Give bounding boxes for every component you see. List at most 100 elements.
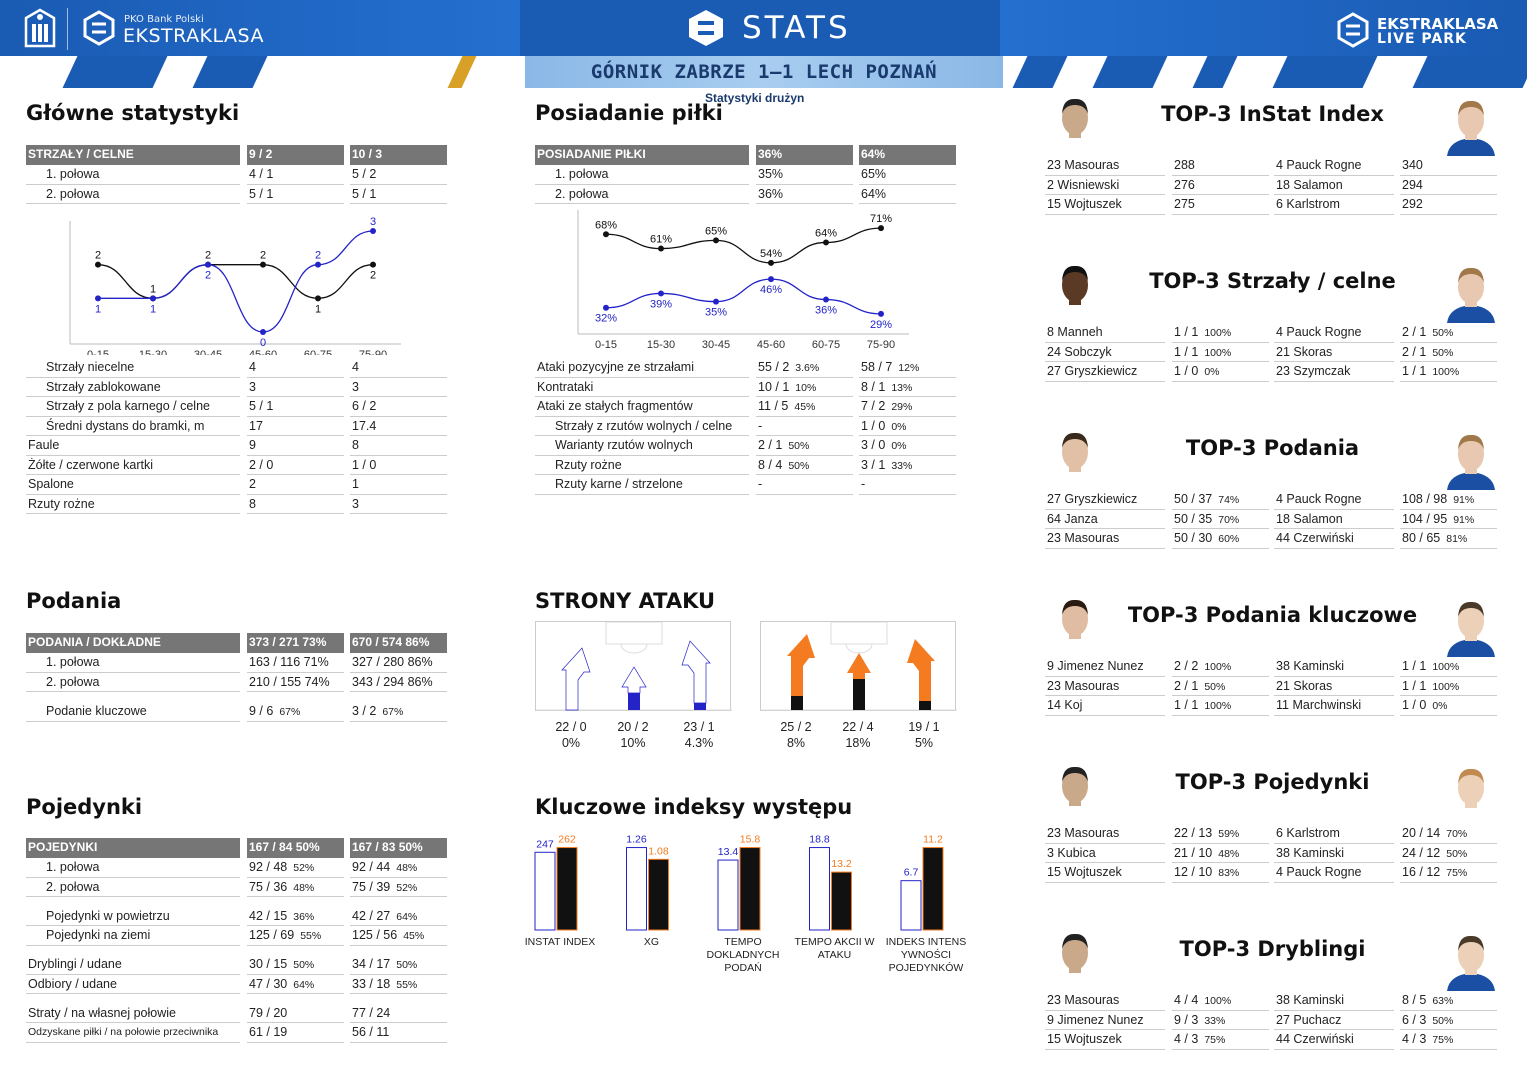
attack-side-label: 22 / 4 18% (828, 719, 888, 751)
percent: 50% (788, 459, 810, 472)
table-cell: 1 (350, 475, 447, 495)
away-data-label: 1 (150, 283, 156, 295)
table-cell: 4 / 1 (247, 165, 344, 185)
player-stat: 20 / 14 70% (1400, 824, 1497, 844)
table-cell: 61 / 19 (247, 1023, 344, 1043)
player-name: 23 Masouras (1045, 824, 1165, 844)
percent: 0% (891, 420, 907, 433)
table-row: Rzuty rożne 8 3 (26, 495, 447, 514)
value: 125 / 69 (249, 928, 295, 942)
player-stat: 4 / 3 75% (1172, 1030, 1269, 1050)
away-player-photo (1443, 927, 1499, 991)
stat-value: 292 (1402, 197, 1423, 212)
table-cell: 327 / 280 86% (350, 653, 447, 673)
stat-percent: 75% (1446, 867, 1468, 880)
table-header-cell: POJEDYNKI (26, 838, 240, 858)
player-name: 11 Marchwinski (1274, 696, 1394, 716)
player-name: 6 Karlstrom (1274, 824, 1394, 844)
player-stat: 1 / 0 0% (1400, 696, 1497, 716)
player-stat: 1 / 1 100% (1172, 696, 1269, 716)
player-stat: 16 / 12 75% (1400, 863, 1497, 883)
table-cell: 9 / 6 67% (247, 702, 344, 722)
duels-title: Pojedynki (26, 795, 143, 819)
stat-value: 12 / 10 (1174, 865, 1213, 880)
table-row: 1. połowa 92 / 48 52% 92 / 44 48% (26, 858, 447, 878)
percent: 50% (788, 440, 810, 452)
value: 33 / 18 (352, 976, 391, 991)
home-series-line (605, 278, 882, 315)
index-bar-home (717, 859, 739, 931)
stat-value: 4 / 3 (1402, 1032, 1427, 1047)
main-stats-title: Główne statystyki (26, 101, 240, 125)
player-name: 4 Pauck Rogne (1274, 863, 1394, 883)
value: 47 / 30 (249, 976, 288, 991)
player-name: 38 Kaminski (1274, 991, 1394, 1011)
value: 56 / 11 (352, 1025, 390, 1039)
player-name: 21 Skoras (1274, 677, 1394, 697)
away-data-label: 71% (870, 213, 892, 225)
table-cell: 64% (859, 185, 956, 204)
value: 8 / 1 (861, 379, 886, 394)
player-stat: 22 / 13 59% (1172, 824, 1269, 844)
table-cell: 5 / 1 (247, 397, 344, 417)
table-cell: Odzyskane piłki / na połowie przeciwnika (26, 1023, 240, 1043)
home-data-label: 0 (260, 337, 266, 349)
player-name: 8 Manneh (1045, 323, 1165, 343)
stat-value: 80 / 65 (1402, 531, 1441, 546)
table-cell: 3 / 1 33% (859, 456, 956, 475)
home-player-photo (1047, 257, 1103, 321)
player-stat: 50 / 30 60% (1172, 529, 1269, 549)
table-cell: Pojedynki w powietrzu (26, 907, 240, 926)
stat-percent: 91% (1453, 513, 1475, 526)
attack-bar (791, 696, 803, 710)
index-bar-away (739, 847, 761, 931)
table-cell: Warianty rzutów wolnych (535, 436, 749, 456)
player-stat: 6 / 3 50% (1400, 1011, 1497, 1031)
table-cell: 1. połowa (26, 165, 240, 185)
attack-side-value: 22 / 4 (842, 720, 874, 734)
top3-title: TOP-3 Strzały / celne (1149, 269, 1396, 293)
stat-percent: 50% (1432, 1014, 1454, 1027)
table-header: PODANIA / DOKŁADNE 373 / 271 73% 670 / 574… (26, 633, 447, 653)
index-value-away: 262 (558, 834, 576, 846)
value: 92 / 48 (249, 860, 288, 874)
away-point (603, 231, 609, 238)
stat-value: 275 (1174, 197, 1195, 212)
index-bar-home (534, 851, 556, 931)
x-tick-label: 30-45 (702, 339, 730, 351)
table-cell: 42 / 15 36% (247, 907, 344, 926)
table-cell: 8 / 1 13% (859, 378, 956, 397)
value: 1 / 0 (861, 418, 886, 433)
table-cell: 65% (859, 165, 956, 185)
stat-percent: 0% (1432, 700, 1448, 713)
away-data-label: 2 (95, 250, 101, 262)
table-cell: 2 / 1 50% (756, 436, 853, 456)
attack-side-value: 23 / 1 (683, 720, 715, 734)
value: 3 / 1 (861, 457, 886, 472)
away-point (713, 237, 719, 244)
attack-side-label: 23 / 1 4.3% (669, 719, 729, 751)
value: 30 / 15 (249, 957, 288, 971)
stat-value: 1 / 1 (1174, 698, 1199, 713)
home-point (205, 261, 211, 268)
stat-value: 20 / 14 (1402, 826, 1441, 840)
percent: 64% (293, 978, 315, 991)
table-cell: 2. połowa (26, 673, 240, 692)
table-cell: 210 / 155 74% (247, 673, 344, 692)
stat-percent: 75% (1204, 1034, 1226, 1047)
top-header: PKO Bank Polski EKSTRAKLASA STATS EKSTRA… (0, 0, 1527, 56)
table-row: 2. połowa 36% 64% (535, 185, 956, 204)
table-cell: Odbiory / udane (26, 975, 240, 994)
table-cell: 3 (350, 378, 447, 397)
player-name: 27 Gryszkiewicz (1045, 490, 1165, 510)
value: 92 / 44 (352, 860, 391, 874)
table-cell: Podanie kluczowe (26, 702, 240, 722)
index-value-home: 247 (536, 838, 554, 850)
home-point (603, 304, 609, 311)
table-cell: - (859, 475, 956, 495)
table-row: Strzały niecelne 4 4 (26, 358, 447, 378)
value: 79 / 20 (249, 1005, 288, 1020)
stat-value: 1 / 1 (1402, 364, 1427, 379)
home-point (370, 228, 376, 234)
